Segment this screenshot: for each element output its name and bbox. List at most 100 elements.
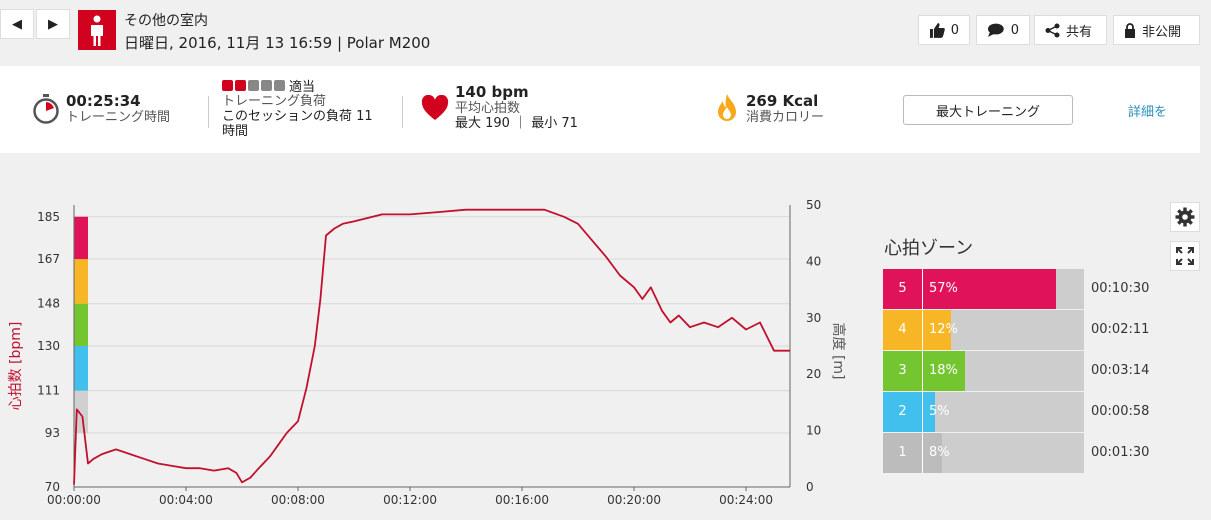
x-tick-label: 00:20:00 (607, 493, 661, 507)
next-button[interactable]: ▶ (36, 9, 70, 39)
x-tick-label: 00:24:00 (719, 493, 773, 507)
zone-band (74, 259, 88, 304)
privacy-button[interactable]: 非公開 (1113, 15, 1200, 45)
comment-count: 0 (1010, 22, 1019, 38)
share-button[interactable]: 共有 (1034, 15, 1107, 45)
zone-time: 00:00:58 (1091, 404, 1150, 419)
chevron-left-icon: ◀ (12, 16, 22, 32)
calories-label: 消費カロリー (746, 110, 825, 125)
y2-tick-label: 0 (806, 480, 814, 494)
zone-number: 5 (883, 269, 923, 309)
chevron-right-icon: ▶ (48, 16, 58, 32)
zone-number: 2 (883, 392, 923, 432)
zone-row-2: 2 5% (883, 392, 1084, 432)
load-block (235, 79, 246, 91)
y-tick-label: 111 (37, 384, 60, 398)
privacy-label: 非公開 (1142, 24, 1182, 40)
page-title: その他の室内 (124, 13, 208, 29)
y-tick-label: 185 (37, 210, 60, 224)
zone-time: 00:03:14 (1091, 363, 1150, 378)
like-button[interactable]: 0 (918, 15, 970, 45)
load-level: 適当 (289, 79, 316, 95)
heart-rate-line (73, 208, 790, 485)
load-block (248, 79, 259, 91)
zone-bar-fill (883, 392, 935, 432)
zone-percent: 18% (929, 363, 958, 378)
zone-row-5: 5 57% (883, 269, 1084, 309)
y2-axis-label: 高度 [m] (830, 322, 847, 379)
y-tick-label: 70 (45, 480, 60, 494)
header: ◀ ▶ その他の室内 日曜日, 2016, 11月 13 16:59 | Pol… (0, 0, 1211, 66)
x-tick-label: 00:16:00 (495, 493, 549, 507)
zone-percent: 8% (929, 445, 950, 460)
calories-value: 269 Kcal (746, 92, 819, 110)
load-block (274, 79, 285, 91)
zone-percent: 57% (929, 281, 958, 296)
load-block (261, 79, 272, 91)
zone-time: 00:01:30 (1091, 445, 1150, 460)
share-icon (1045, 23, 1060, 37)
thumbs-up-icon (929, 22, 945, 38)
y-tick-label: 93 (45, 426, 60, 440)
like-count: 0 (950, 22, 959, 38)
details-link[interactable]: 詳細を (1128, 105, 1168, 120)
duration-label: トレーニング時間 (66, 110, 171, 125)
zone-row-4: 4 12% (883, 310, 1084, 350)
duration-value: 00:25:34 (66, 92, 141, 110)
y2-tick-label: 50 (806, 198, 821, 212)
y2-tick-label: 10 (806, 424, 821, 438)
y-tick-label: 167 (37, 252, 60, 266)
zone-band (74, 390, 88, 433)
zone-bar-fill (883, 351, 965, 391)
hr-avg-label: 平均心拍数 (455, 101, 521, 116)
prev-button[interactable]: ◀ (0, 9, 34, 39)
y2-tick-label: 30 (806, 311, 821, 325)
fullscreen-button[interactable] (1170, 241, 1200, 271)
share-label: 共有 (1066, 24, 1093, 40)
settings-button[interactable] (1170, 202, 1200, 232)
y-tick-label: 148 (37, 297, 60, 311)
y-tick-label: 130 (37, 339, 60, 353)
sport-icon (78, 10, 116, 50)
zones-title: 心拍ゾーン (884, 238, 974, 259)
heart-icon (421, 95, 449, 120)
zone-time: 00:02:11 (1091, 322, 1150, 337)
zone-row-3: 3 18% (883, 351, 1084, 391)
zone-band (74, 216, 88, 260)
expand-icon (1176, 247, 1194, 265)
hr-max-min: 最大 190 ｜ 最小 71 (455, 116, 578, 131)
divider (402, 96, 403, 128)
x-tick-label: 00:08:00 (271, 493, 325, 507)
x-tick-label: 00:12:00 (383, 493, 437, 507)
zone-band (74, 346, 88, 391)
zone-bar-fill (883, 269, 1056, 309)
lock-icon (1125, 22, 1135, 38)
x-tick-label: 00:04:00 (159, 493, 213, 507)
zone-bar-fill (883, 310, 951, 350)
zone-number: 3 (883, 351, 923, 391)
load-block (222, 79, 233, 91)
gear-icon (1175, 207, 1195, 227)
heart-rate-chart: 70 93 111 130 148 167 185 0 10 20 30 40 50 00:00:00 00… (8, 198, 847, 507)
zone-time: 00:10:30 (1091, 281, 1150, 296)
load-detail: このセッションの負荷 11 時間 (222, 109, 373, 139)
divider (208, 96, 209, 128)
y-axis-label: 心拍数 [bpm] (8, 322, 24, 411)
y2-tick-label: 40 (806, 254, 821, 268)
zone-row-1: 1 8% (883, 433, 1084, 473)
zone-number: 4 (883, 310, 923, 350)
zone-percent: 12% (929, 322, 958, 337)
stopwatch-icon (33, 94, 59, 124)
comment-icon (987, 23, 1004, 37)
x-tick-label: 00:00:00 (47, 493, 101, 507)
y2-tick-label: 20 (806, 367, 821, 381)
summary-panel: 00:25:34 トレーニング時間 適当 トレーニング負荷 このセッションの負荷… (0, 66, 1200, 153)
flame-icon (718, 94, 736, 121)
comment-button[interactable]: 0 (976, 15, 1030, 45)
training-benefit-button[interactable]: 最大トレーニング (903, 95, 1073, 125)
zone-band (74, 303, 88, 346)
load-indicator (222, 79, 285, 91)
hr-avg-value: 140 bpm (455, 83, 529, 101)
load-label: トレーニング負荷 (222, 94, 327, 109)
zone-number: 1 (883, 433, 923, 473)
